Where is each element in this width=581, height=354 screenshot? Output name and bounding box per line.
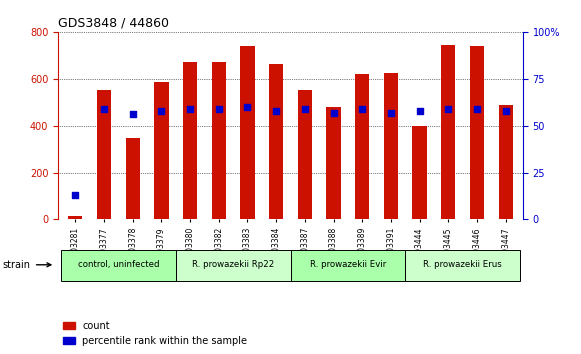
Point <box>472 106 482 112</box>
Point <box>271 108 281 114</box>
Text: R. prowazekii Evir: R. prowazekii Evir <box>310 260 386 269</box>
Text: control, uninfected: control, uninfected <box>78 260 159 269</box>
Bar <box>211 62 226 219</box>
Bar <box>441 45 456 219</box>
Point <box>357 106 367 112</box>
Point <box>185 106 195 112</box>
Point <box>386 110 396 115</box>
Bar <box>383 73 398 219</box>
Point <box>157 108 166 114</box>
Point <box>300 106 310 112</box>
FancyBboxPatch shape <box>406 250 520 281</box>
FancyBboxPatch shape <box>290 250 406 281</box>
Point <box>444 106 453 112</box>
Point <box>243 104 252 110</box>
Point <box>128 112 137 117</box>
Text: strain: strain <box>3 260 51 270</box>
Bar <box>413 126 427 219</box>
Legend: count, percentile rank within the sample: count, percentile rank within the sample <box>63 321 248 346</box>
FancyBboxPatch shape <box>175 250 290 281</box>
Bar <box>297 91 312 219</box>
FancyBboxPatch shape <box>61 250 175 281</box>
Bar <box>269 63 284 219</box>
Bar <box>355 74 370 219</box>
Bar <box>183 62 198 219</box>
Text: R. prowazekii Erus: R. prowazekii Erus <box>424 260 502 269</box>
Bar <box>154 82 168 219</box>
Point <box>99 106 109 112</box>
Text: R. prowazekii Rp22: R. prowazekii Rp22 <box>192 260 274 269</box>
Text: GDS3848 / 44860: GDS3848 / 44860 <box>58 16 169 29</box>
Bar <box>97 91 111 219</box>
Point <box>71 192 80 198</box>
Point <box>501 108 510 114</box>
Bar <box>241 46 254 219</box>
Bar <box>125 138 140 219</box>
Bar <box>68 216 83 219</box>
Point <box>415 108 424 114</box>
Bar <box>498 104 513 219</box>
Point <box>214 106 224 112</box>
Bar <box>470 46 484 219</box>
Point <box>329 110 338 115</box>
Bar <box>327 107 340 219</box>
